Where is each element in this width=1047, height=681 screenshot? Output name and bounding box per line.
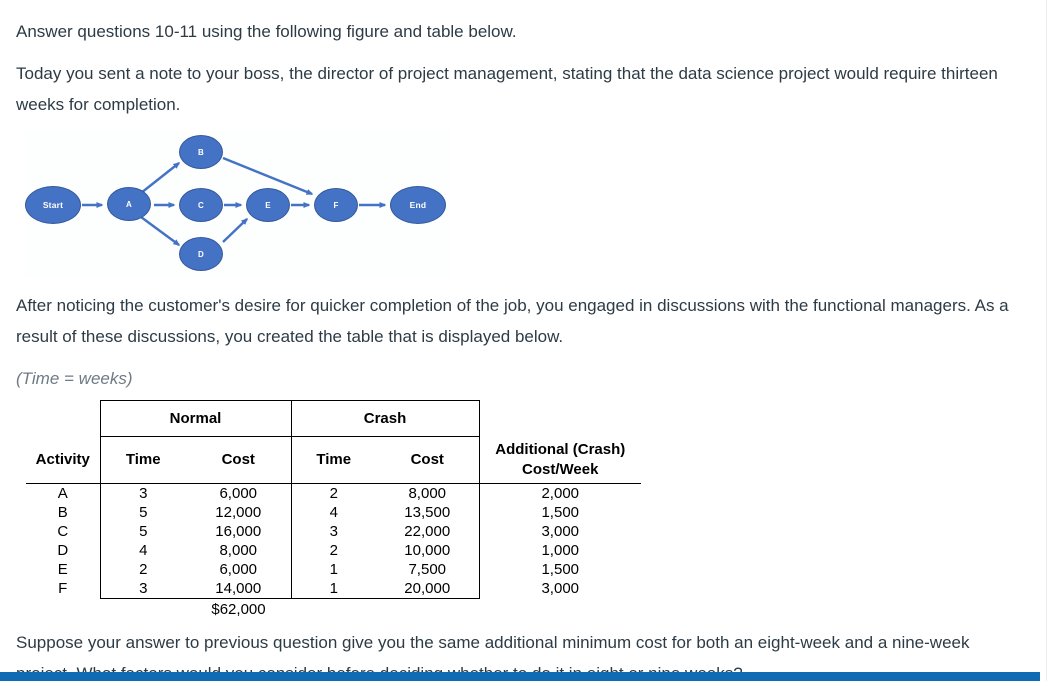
cell-crash-time: 2 [290, 483, 376, 503]
node-d: D [179, 237, 223, 271]
spacer-cell [26, 401, 100, 437]
cell-activity: F [58, 579, 68, 597]
cell-crash-cost: 8,000 [376, 483, 480, 503]
header-normal-cost: Cost [186, 436, 291, 484]
cell-normal-time: 3 [99, 578, 186, 599]
cell-additional-cost: 3,000 [541, 579, 580, 597]
table-row: D 4 8,000 2 10,000 1,000 [26, 540, 641, 560]
discussion-paragraph: After noticing the customer's desire for… [16, 296, 1009, 346]
table-row: C 5 16,000 3 22,000 3,000 [26, 521, 641, 541]
cell-normal-time: 5 [99, 521, 186, 541]
network-edges [82, 156, 387, 246]
cell-crash-time: 3 [290, 521, 376, 541]
project-network-diagram: Start A B C D E F End [25, 131, 451, 278]
cell-crash-time: 2 [290, 540, 376, 560]
group-header-crash: Crash [290, 400, 480, 437]
cell-crash-cost: 20,000 [376, 578, 480, 599]
cell-crash-cost: 13,500 [376, 502, 480, 522]
time-units-note: (Time = weeks) [16, 369, 133, 388]
cell-normal-time: 4 [99, 540, 186, 560]
cell-additional-cost: 2,000 [541, 484, 580, 502]
spacer-cell [26, 598, 100, 619]
cell-crash-time: 1 [290, 559, 376, 579]
normal-cost-total: $62,000 [211, 600, 266, 618]
cell-activity: A [57, 484, 68, 502]
scenario-paragraph: Today you sent a note to your boss, the … [16, 64, 998, 114]
cell-crash-time: 1 [290, 578, 376, 599]
node-a: A [107, 187, 151, 221]
crash-cost-table: Normal Crash Activity Time Cost Time Cos… [26, 400, 641, 619]
spacer-cell [479, 401, 641, 437]
cell-normal-cost: 8,000 [219, 541, 258, 559]
table-row: E 2 6,000 1 7,500 1,500 [26, 559, 641, 579]
cell-activity: D [57, 541, 69, 559]
cell-crash-time: 4 [290, 502, 376, 522]
cell-crash-cost: 22,000 [376, 521, 480, 541]
spacer-cell [376, 598, 479, 619]
group-header-normal: Normal [99, 400, 291, 437]
cell-normal-cost: 6,000 [219, 560, 258, 578]
table-row: A 3 6,000 2 8,000 2,000 [26, 483, 641, 503]
table-row: B 5 12,000 4 13,500 1,500 [26, 502, 641, 522]
header-additional-cost: Additional (Crash) Cost/Week [479, 436, 641, 484]
intro-text: Answer questions 10-11 using the followi… [16, 22, 517, 41]
cell-additional-cost: 1,000 [541, 541, 580, 559]
spacer-cell [291, 598, 376, 619]
node-end: End [390, 186, 446, 224]
cell-normal-cost: 14,000 [186, 578, 291, 599]
table-row: F 3 14,000 1 20,000 3,000 [26, 578, 641, 599]
node-c: C [179, 188, 223, 222]
cell-additional-cost: 1,500 [541, 560, 580, 578]
cell-activity: C [57, 522, 69, 540]
cell-normal-time: 5 [99, 502, 186, 522]
header-activity: Activity [26, 436, 100, 484]
total-row: $62,000 [26, 598, 641, 619]
cell-normal-time: 2 [99, 559, 186, 579]
node-start: Start [25, 186, 81, 224]
header-crash-cost: Cost [376, 436, 480, 484]
node-b: B [179, 135, 223, 169]
cell-additional-cost: 1,500 [541, 503, 580, 521]
spacer-cell [100, 598, 186, 619]
header-normal-time: Time [99, 436, 186, 484]
group-header-row: Normal Crash [26, 400, 641, 437]
cell-activity: E [57, 560, 68, 578]
cell-additional-cost: 3,000 [541, 522, 580, 540]
cell-crash-cost: 10,000 [376, 540, 480, 560]
cell-crash-cost: 7,500 [376, 559, 480, 579]
cell-normal-cost: 16,000 [215, 522, 262, 540]
cell-activity: B [57, 503, 68, 521]
bottom-panel-edge [0, 672, 1040, 681]
cell-normal-time: 3 [99, 483, 186, 503]
cell-normal-cost: 12,000 [215, 503, 262, 521]
column-header-row: Activity Time Cost Time Cost Additional … [26, 436, 641, 484]
header-crash-time: Time [290, 436, 376, 484]
cell-normal-cost: 6,000 [219, 484, 258, 502]
spacer-cell [479, 598, 641, 619]
node-f: F [314, 188, 358, 222]
node-e: E [246, 188, 290, 222]
